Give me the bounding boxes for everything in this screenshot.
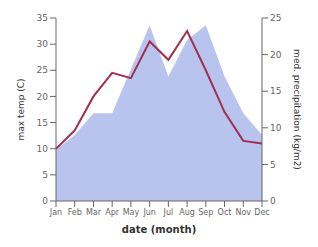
svg-text:Mar: Mar [86,208,102,217]
svg-text:5: 5 [270,160,276,170]
svg-text:35: 35 [37,13,48,23]
svg-text:med. precipitation (kg/m2): med. precipitation (kg/m2) [292,49,302,170]
svg-text:Jan: Jan [49,208,62,217]
svg-text:Feb: Feb [68,208,82,217]
svg-text:Jun: Jun [142,208,156,217]
svg-text:Sep: Sep [198,208,213,217]
svg-text:5: 5 [42,170,48,180]
svg-text:Dec: Dec [254,208,269,217]
svg-text:25: 25 [37,65,48,75]
svg-text:10: 10 [37,144,49,154]
svg-text:0: 0 [42,196,48,206]
svg-text:date (month): date (month) [122,224,196,235]
svg-text:Oct: Oct [218,208,232,217]
svg-text:25: 25 [270,13,281,23]
svg-text:30: 30 [37,39,49,49]
svg-text:20: 20 [270,50,282,60]
svg-text:Nov: Nov [235,208,251,217]
svg-text:Aug: Aug [179,208,195,217]
svg-text:10: 10 [270,123,282,133]
svg-text:15: 15 [37,118,48,128]
svg-text:Apr: Apr [105,208,120,217]
svg-text:15: 15 [270,86,281,96]
svg-text:May: May [123,208,140,217]
svg-text:20: 20 [37,92,49,102]
svg-text:0: 0 [270,196,276,206]
svg-text:max temp (C): max temp (C) [16,78,26,140]
svg-text:Jul: Jul [163,208,174,217]
